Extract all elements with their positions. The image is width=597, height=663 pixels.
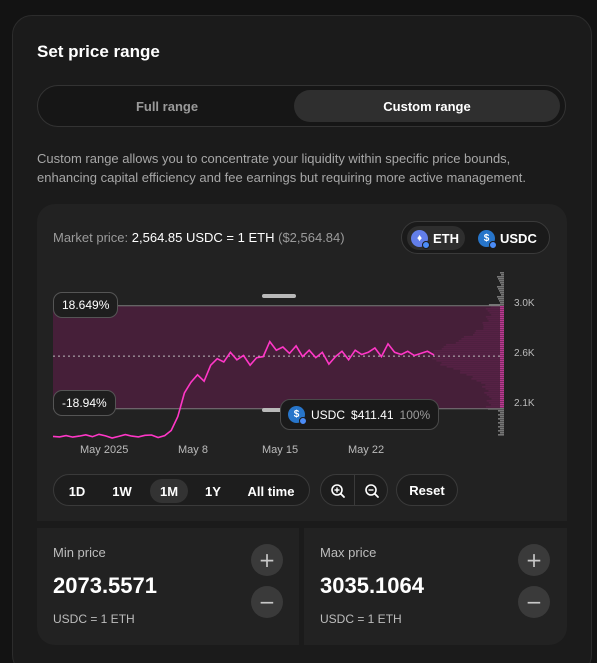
timeframe-all[interactable]: All time [247, 483, 295, 499]
liquidity-bar [499, 280, 504, 282]
upper-drag-handle[interactable] [262, 294, 296, 298]
liquidity-bar [498, 410, 504, 412]
market-price-value: 2,564.85 USDC = 1 ETH [131, 230, 275, 245]
token-eth-label: ETH [433, 230, 459, 246]
liquidity-bar [500, 432, 504, 434]
min-price-value[interactable]: 2073.5571 [53, 573, 157, 598]
min-price-increment-plus-icon[interactable]: + [251, 544, 283, 576]
upper-range-percent: 18.649% [53, 292, 119, 318]
timeframe-1d[interactable]: 1D [68, 483, 86, 499]
lower-drag-handle[interactable] [262, 408, 296, 412]
y-tick: 3.0K [514, 298, 535, 309]
x-tick: May 15 [262, 444, 299, 456]
liquidity-bar [500, 282, 504, 284]
tooltip-token: USDC [311, 407, 346, 422]
liquidity-bar [500, 428, 504, 430]
timeframe-selector: 1D 1W 1M 1Y All time [53, 474, 310, 506]
liquidity-bar [498, 422, 504, 424]
liquidity-bar [500, 272, 504, 274]
liquidity-bar [500, 420, 504, 422]
market-price-label: Market price: [53, 230, 129, 245]
liquidity-bar [498, 278, 504, 280]
max-price-panel: Max price 3035.1064 USDC = 1 ETH + − [304, 528, 567, 645]
zoom-out-icon[interactable] [361, 480, 383, 502]
x-tick: May 22 [348, 444, 385, 456]
min-price-panel: Min price 2073.5571 USDC = 1 ETH + − [37, 528, 299, 645]
usdc-icon: $ [288, 406, 307, 425]
liquidity-bar [500, 292, 504, 294]
liquidity-bar [497, 286, 504, 288]
liquidity-bar [498, 414, 504, 416]
liquidity-bar [488, 304, 504, 306]
lower-range-percent: -18.94% [53, 390, 116, 416]
liquidity-bar [497, 276, 504, 278]
token-eth-button[interactable]: ♦ ETH [407, 226, 465, 250]
zoom-in-icon[interactable] [327, 480, 349, 502]
liquidity-bar [500, 424, 504, 426]
liquidity-bar [501, 274, 504, 276]
x-tick: May 2025 [80, 444, 129, 456]
max-price-increment-plus-icon[interactable]: + [518, 544, 550, 576]
range-description: Custom range allows you to concentrate y… [37, 151, 527, 185]
market-price-usd: ($2,564.84) [278, 230, 345, 245]
token-usdc-label: USDC [500, 230, 537, 246]
liquidity-bar [499, 290, 504, 292]
max-price-label: Max price [320, 545, 377, 560]
max-price-unit: USDC = 1 ETH [320, 612, 402, 626]
price-line [52, 340, 435, 439]
y-tick: 2.6K [514, 348, 535, 359]
reset-button[interactable]: Reset [396, 474, 458, 506]
full-range-button[interactable]: Full range [135, 98, 199, 114]
liquidity-bar [499, 300, 504, 302]
liquidity-bar [500, 302, 504, 304]
liquidity-bar [498, 434, 504, 436]
liquidity-bar [498, 298, 504, 300]
liquidity-tooltip: $ USDC $411.41 100% [280, 399, 440, 430]
y-tick: 2.1K [514, 398, 535, 409]
custom-range-button[interactable]: Custom range [294, 90, 560, 122]
market-price: Market price: 2,564.85 USDC = 1 ETH ($2,… [53, 230, 345, 245]
zoom-controls [320, 474, 388, 506]
tooltip-share: 100% [399, 407, 431, 422]
liquidity-bar [498, 288, 504, 290]
timeframe-1y[interactable]: 1Y [205, 483, 221, 499]
usdc-icon: $ [478, 229, 497, 249]
min-price-decrement-minus-icon[interactable]: − [251, 586, 283, 618]
selected-range-band [53, 305, 500, 409]
liquidity-bar [497, 296, 504, 298]
max-price-decrement-minus-icon[interactable]: − [518, 586, 550, 618]
liquidity-bar [501, 284, 504, 286]
liquidity-bar [500, 412, 504, 414]
liquidity-bar [498, 430, 504, 432]
min-price-label: Min price [53, 545, 106, 560]
liquidity-bar [500, 416, 504, 418]
liquidity-bar [498, 426, 504, 428]
timeframe-1m[interactable]: 1M [150, 479, 188, 503]
eth-icon: ♦ [411, 229, 430, 249]
tooltip-amount: $411.41 [351, 407, 394, 422]
page-title: Set price range [37, 42, 160, 61]
token-toggle: ♦ ETH $ USDC [401, 221, 550, 254]
timeframe-1w[interactable]: 1W [112, 483, 132, 499]
token-usdc-button[interactable]: $ USDC [474, 226, 543, 250]
range-type-toggle: Full range Custom range [37, 85, 566, 127]
x-tick: May 8 [178, 444, 208, 456]
max-price-value[interactable]: 3035.1064 [320, 573, 424, 598]
min-price-unit: USDC = 1 ETH [53, 612, 135, 626]
liquidity-bar [501, 294, 504, 296]
liquidity-bar [498, 418, 504, 420]
